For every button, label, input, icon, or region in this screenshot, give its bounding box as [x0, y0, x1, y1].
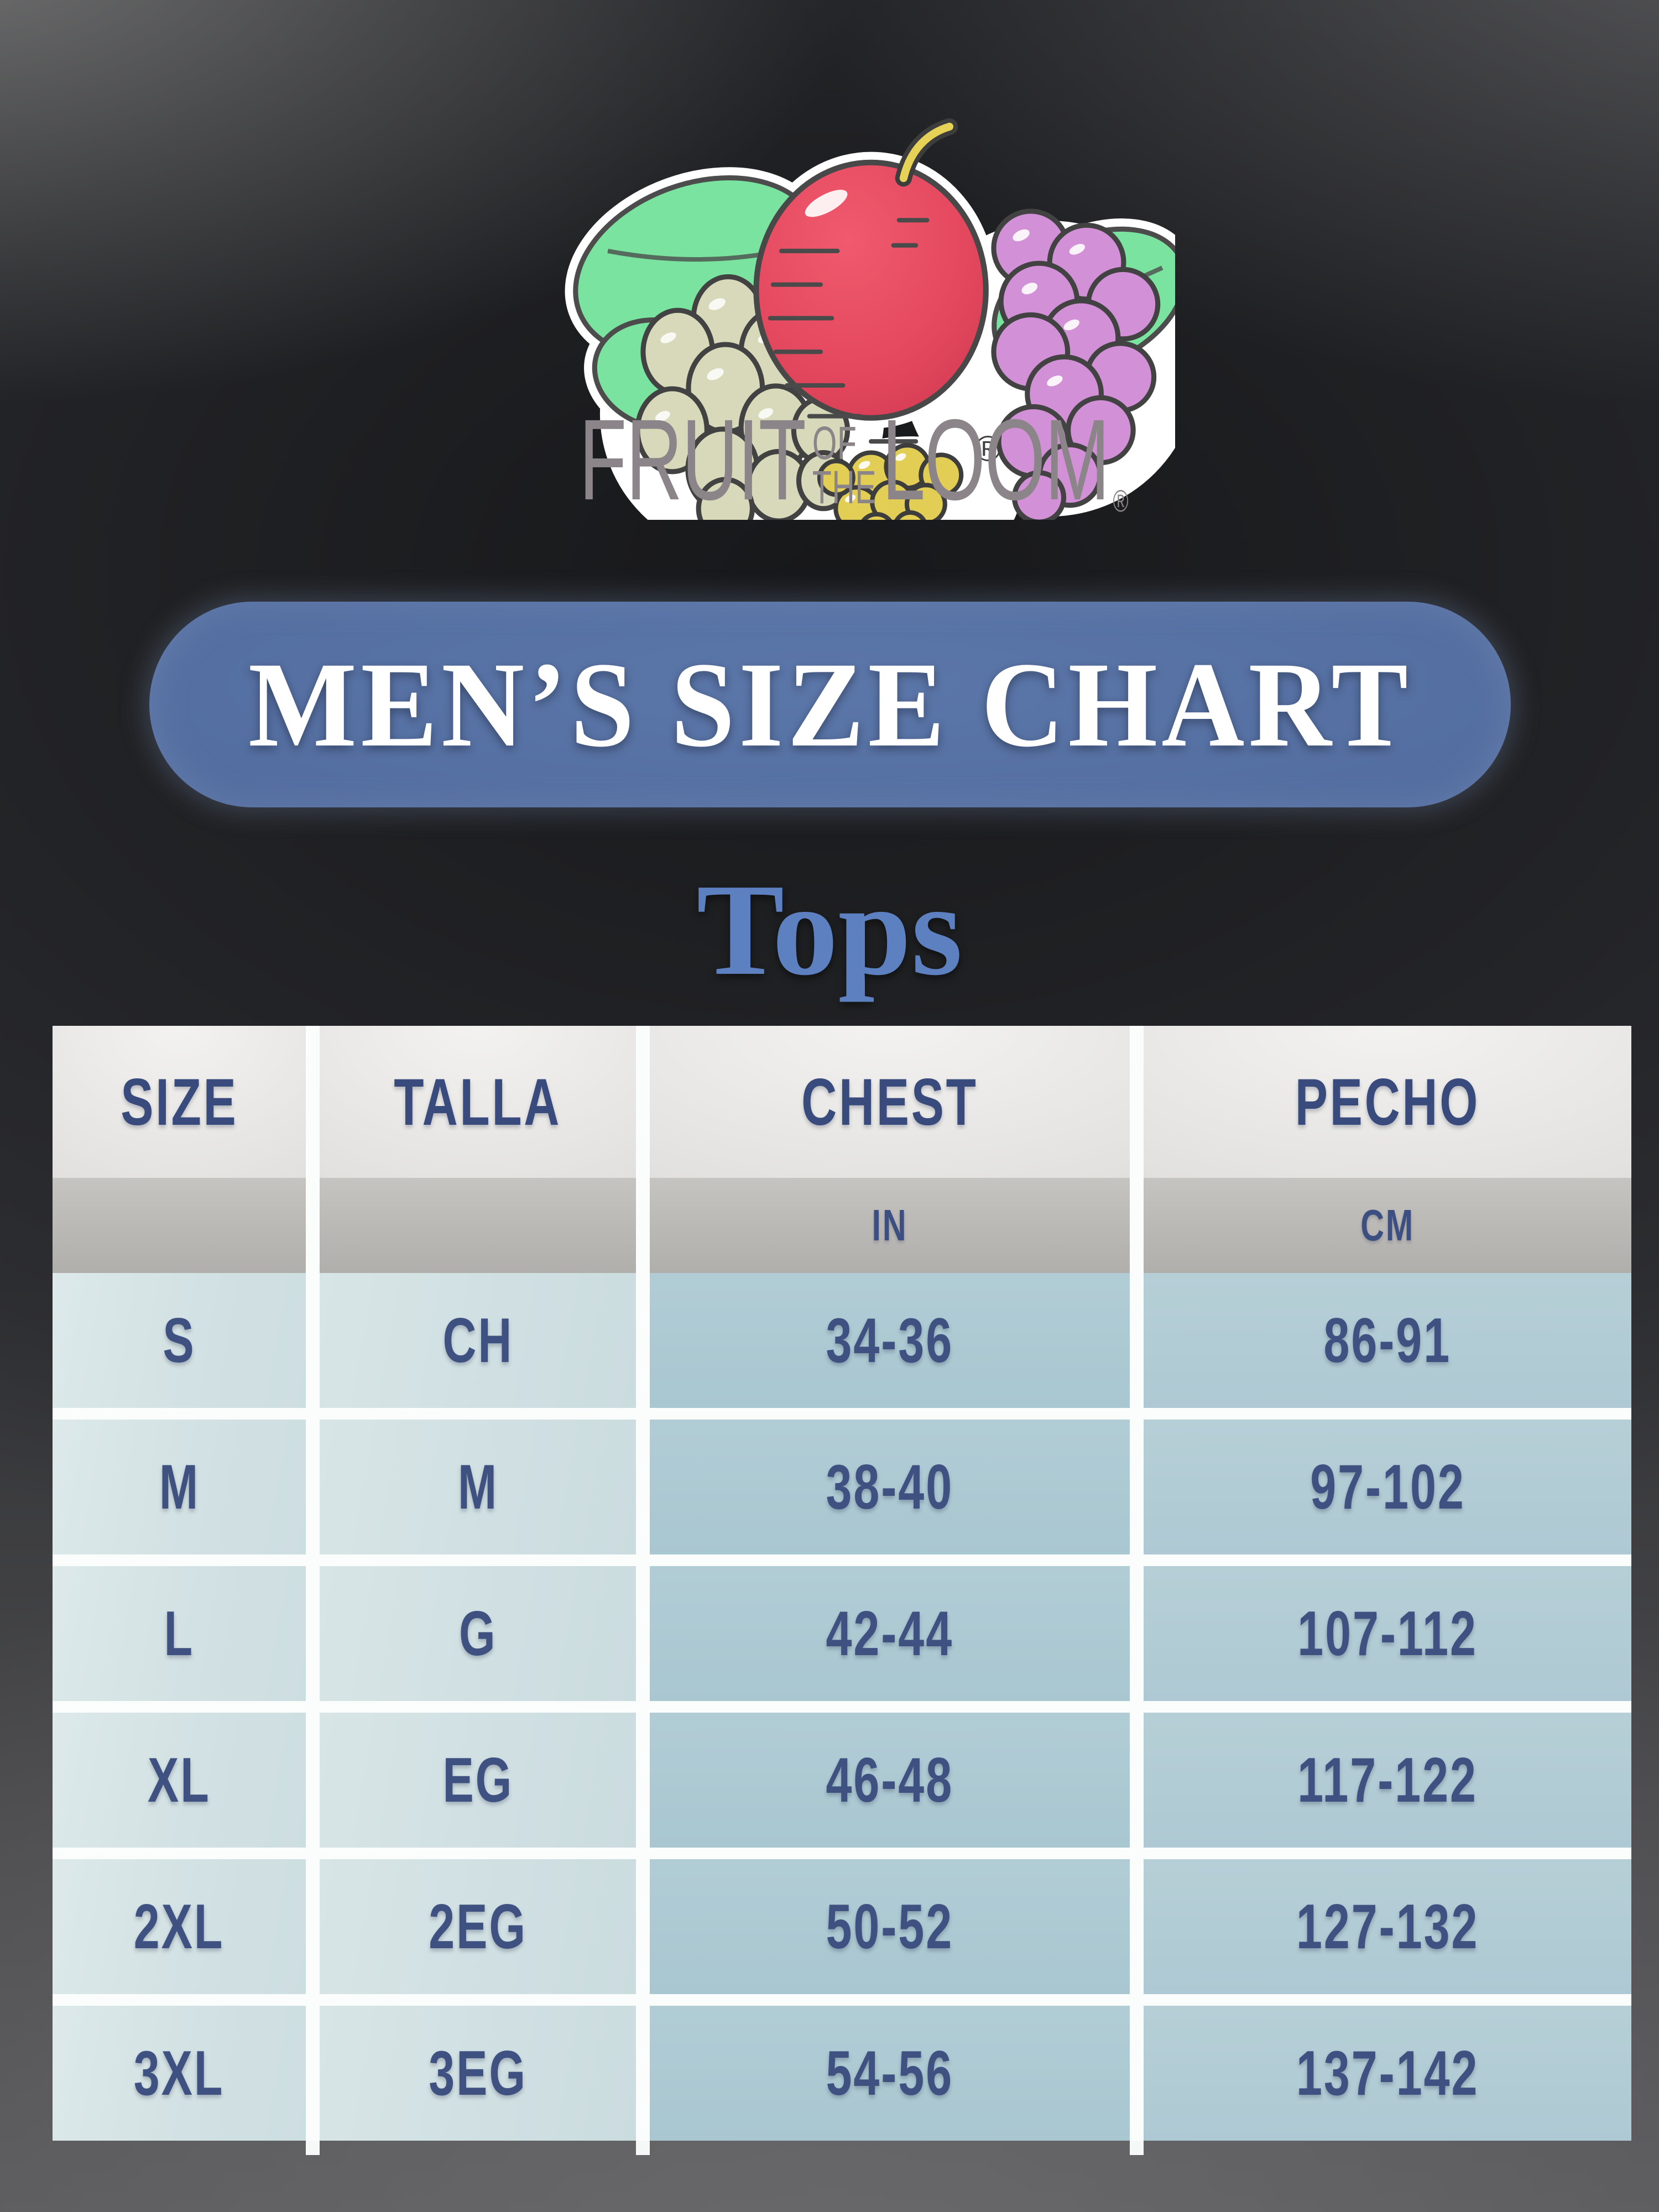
unit-cell-empty	[320, 1178, 636, 1273]
section-subtitle: Tops	[696, 857, 963, 1003]
apple-icon	[753, 118, 989, 444]
pecho-cell: 137-142	[1144, 2006, 1631, 2141]
chest-cell: 38-40	[650, 1420, 1130, 1554]
banner-title: MEN’S SIZE CHART	[248, 637, 1412, 772]
chest-cell: 54-56	[650, 2006, 1130, 2141]
wordmark-of-the: OF THE	[812, 417, 877, 513]
talla-cell: M	[320, 1420, 636, 1554]
table-row-3xl: 3XL 3EG 54-56 137-142	[53, 2006, 1631, 2141]
talla-cell: G	[320, 1566, 636, 1701]
table-row-l: L G 42-44 107-112	[53, 1566, 1631, 1701]
column-separator-tail	[306, 2141, 320, 2155]
registered-trademark-icon: ®	[1113, 483, 1129, 518]
pecho-cell: 97-102	[1144, 1420, 1631, 1554]
table-header-row: SIZE TALLA CHEST PECHO	[53, 1026, 1631, 1178]
chest-cell: 34-36	[650, 1273, 1130, 1408]
chest-cell: 46-48	[650, 1713, 1130, 1848]
fruit-cluster-logo: ®	[565, 118, 1175, 520]
size-cell: 3XL	[53, 2006, 306, 2141]
wordmark-fruit: FRUIT	[579, 396, 806, 524]
table-row-xl: XL EG 46-48 117-122	[53, 1713, 1631, 1848]
table-row-m: M M 38-40 97-102	[53, 1420, 1631, 1554]
brand-wordmark: FRUIT OF THE LOOM ®	[579, 396, 1129, 524]
size-cell: S	[53, 1273, 306, 1408]
column-header-pecho: PECHO	[1144, 1026, 1631, 1178]
wordmark-loom: LOOM	[881, 396, 1110, 524]
registered-trademark-icon: ®	[975, 429, 1001, 469]
unit-cell-empty	[53, 1178, 306, 1273]
table-unit-row: IN CM	[53, 1178, 1631, 1273]
size-chart-banner: MEN’S SIZE CHART	[149, 602, 1511, 807]
column-separator-tail	[1130, 2141, 1144, 2155]
talla-cell: CH	[320, 1273, 636, 1408]
unit-cell-inches: IN	[650, 1178, 1130, 1273]
column-header-talla: TALLA	[320, 1026, 636, 1178]
size-cell: XL	[53, 1713, 306, 1848]
purple-grapes-icon	[991, 208, 1161, 520]
table-row-s: S CH 34-36 86-91	[53, 1273, 1631, 1408]
pecho-cell: 86-91	[1144, 1273, 1631, 1408]
size-cell: M	[53, 1420, 306, 1554]
talla-cell: EG	[320, 1713, 636, 1848]
column-header-size: SIZE	[53, 1026, 306, 1178]
yellow-grapes-icon	[817, 443, 964, 520]
size-cell: L	[53, 1566, 306, 1701]
size-cell: 2XL	[53, 1859, 306, 1994]
pecho-cell: 117-122	[1144, 1713, 1631, 1848]
chest-cell: 42-44	[650, 1566, 1130, 1701]
talla-cell: 3EG	[320, 2006, 636, 2141]
size-chart-table: SIZE TALLA CHEST PECHO IN CM S CH 34-36 …	[53, 1026, 1631, 2155]
unit-cell-centimeters: CM	[1144, 1178, 1631, 1273]
chest-cell: 50-52	[650, 1859, 1130, 1994]
column-separator-tail	[636, 2141, 650, 2155]
talla-cell: 2EG	[320, 1859, 636, 1994]
pecho-cell: 127-132	[1144, 1859, 1631, 1994]
pecho-cell: 107-112	[1144, 1566, 1631, 1701]
table-row-2xl: 2XL 2EG 50-52 127-132	[53, 1859, 1631, 1994]
column-header-chest: CHEST	[650, 1026, 1130, 1178]
